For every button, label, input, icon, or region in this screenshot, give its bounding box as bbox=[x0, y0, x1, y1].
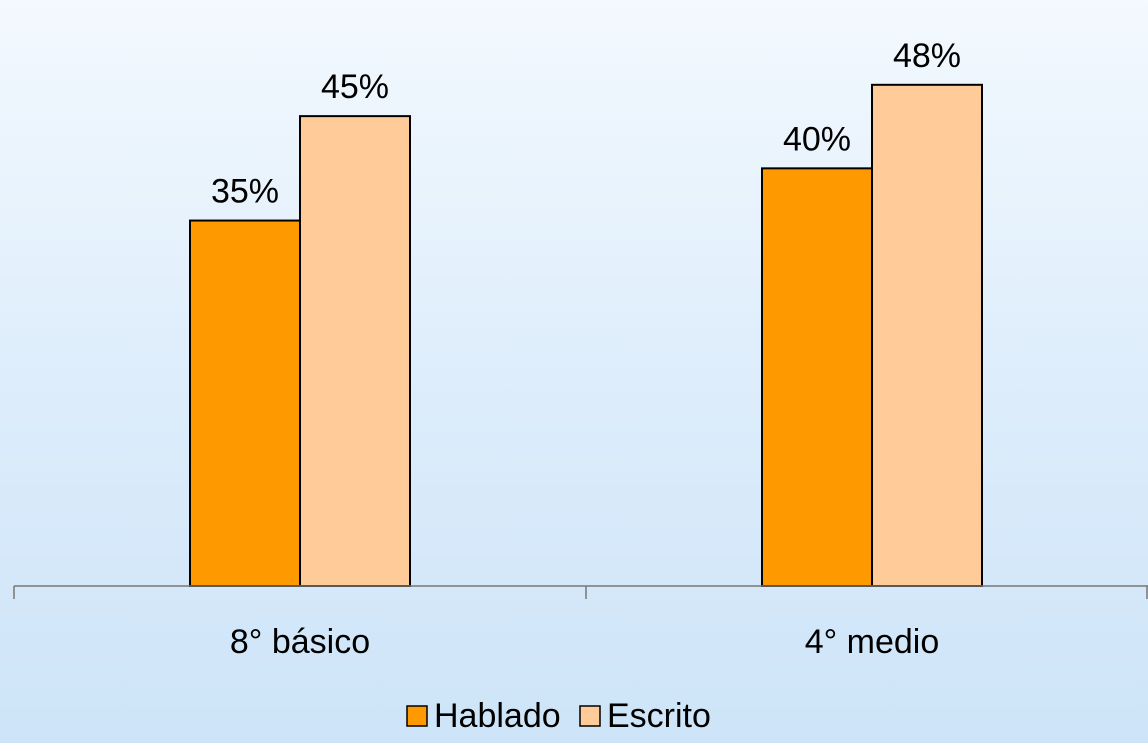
legend-label: Hablado bbox=[434, 697, 561, 735]
data-label: 48% bbox=[893, 37, 961, 75]
bar-escrito-1 bbox=[299, 115, 411, 587]
data-labels-group: 35% 45% 40% 48% bbox=[211, 37, 961, 211]
legend: Hablado Escrito bbox=[406, 697, 711, 735]
bar-hablado-1 bbox=[189, 219, 301, 587]
bar-escrito-2 bbox=[871, 83, 983, 587]
legend-swatch bbox=[579, 705, 601, 727]
legend-swatch bbox=[406, 705, 428, 727]
x-axis-ticks bbox=[13, 586, 1148, 599]
legend-item-hablado: Hablado bbox=[406, 697, 561, 735]
category-label: 8° básico bbox=[230, 623, 370, 661]
bar-hablado-2 bbox=[761, 167, 873, 587]
data-label: 45% bbox=[321, 68, 389, 106]
legend-label: Escrito bbox=[607, 697, 711, 735]
category-label: 4° medio bbox=[805, 623, 940, 661]
category-labels-group: 8° básico 4° medio bbox=[230, 623, 939, 661]
data-label: 35% bbox=[211, 173, 279, 211]
bars-group bbox=[189, 83, 983, 587]
legend-item-escrito: Escrito bbox=[579, 697, 711, 735]
data-label: 40% bbox=[783, 120, 851, 158]
